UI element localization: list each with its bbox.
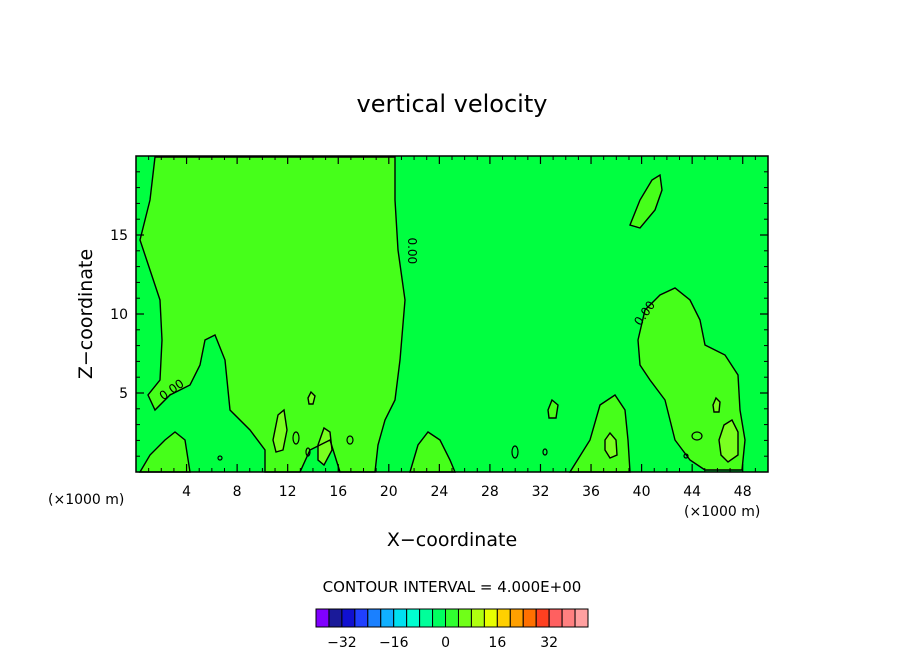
contour-line — [307, 390, 316, 405]
x-tick-label: 8 — [233, 484, 242, 500]
chart-title: vertical velocity — [357, 90, 548, 118]
x-tick-label: 40 — [633, 484, 651, 500]
contour-speck — [292, 431, 300, 445]
contour-line — [718, 418, 739, 463]
contour-speck — [511, 445, 519, 459]
field-fills — [140, 157, 745, 472]
contour-speck — [217, 455, 223, 461]
contour-line — [604, 431, 618, 459]
contour-speck — [346, 435, 354, 445]
x-tick-label: 28 — [481, 484, 499, 500]
y-axis-ticks: 5 10 15 — [110, 171, 768, 457]
colorbar-swatch — [315, 608, 330, 628]
contour-speck — [691, 431, 703, 441]
field-region — [273, 410, 287, 452]
field-region — [605, 433, 617, 458]
x-tick-label: 36 — [582, 484, 600, 500]
colorbar-swatch — [522, 608, 537, 628]
colorbar-swatch — [574, 608, 589, 628]
x-axis-ticks: 4 8 12 16 20 24 28 32 36 40 44 48 — [148, 156, 756, 500]
colorbar-swatch — [354, 608, 369, 628]
colorbar-swatch — [393, 608, 408, 628]
colorbar-tick-label: 16 — [488, 635, 506, 651]
field-region — [140, 157, 405, 472]
colorbar-swatch — [509, 608, 524, 628]
x-tick-label: 48 — [734, 484, 752, 500]
contour-line — [317, 426, 333, 467]
contour-line — [629, 173, 663, 229]
colorbar-swatch — [328, 608, 343, 628]
colorbar-swatch — [380, 608, 395, 628]
contour-line — [547, 398, 559, 419]
colorbar-swatch — [535, 608, 550, 628]
contour-speck — [542, 448, 548, 456]
colorbar-tick-label: 0 — [441, 635, 450, 651]
contour-speck — [305, 447, 311, 457]
colorbar-tick-label: −16 — [379, 635, 409, 651]
x-axis-label: X−coordinate — [387, 529, 517, 551]
colorbar-swatch — [445, 608, 459, 628]
x-tick-label: 12 — [279, 484, 297, 500]
colorbar-swatch — [341, 608, 356, 628]
plot-area: 0.000.000.00 — [135, 155, 769, 473]
colorbar-swatch — [483, 608, 498, 628]
y-tick-label: 10 — [110, 307, 128, 323]
x-tick-label: 32 — [532, 484, 550, 500]
y-tick-label: 15 — [110, 228, 128, 244]
x-tick-label: 4 — [182, 484, 191, 500]
x-tick-label: 20 — [380, 484, 398, 500]
y-axis-label: Z−coordinate — [75, 249, 97, 379]
x-unit-left: (×1000 m) — [48, 492, 124, 508]
contour-line — [139, 156, 406, 473]
field-region — [410, 432, 455, 472]
colorbar-swatch — [432, 608, 447, 628]
contour-line — [637, 287, 746, 471]
colorbar-swatch — [367, 608, 382, 628]
x-tick-label: 16 — [329, 484, 347, 500]
field-region — [630, 175, 662, 228]
colorbar: −32 −16 0 16 32 — [315, 608, 589, 651]
colorbar-swatch — [457, 608, 472, 628]
x-tick-label: 44 — [683, 484, 701, 500]
field-region — [719, 420, 738, 462]
colorbar-swatch — [561, 608, 576, 628]
colorbar-swatch — [470, 608, 485, 628]
colorbar-tick-label: 32 — [540, 635, 558, 651]
contour-speck — [683, 453, 689, 459]
contour-value-label: 0.00 — [405, 237, 419, 264]
colorbar-swatch — [496, 608, 511, 628]
colorbar-swatch — [548, 608, 563, 628]
x-unit-right: (×1000 m) — [684, 504, 760, 520]
contour-line — [272, 408, 288, 453]
colorbar-tick-label: −32 — [327, 635, 357, 651]
contour-line — [712, 396, 721, 413]
colorbar-swatch — [419, 608, 434, 628]
contour-interval: CONTOUR INTERVAL = 4.000E+00 — [323, 578, 582, 596]
y-tick-label: 5 — [119, 386, 128, 402]
field-region — [638, 288, 745, 470]
field-region — [140, 432, 190, 472]
contour-line — [568, 394, 631, 473]
x-tick-label: 24 — [430, 484, 448, 500]
colorbar-swatch — [406, 608, 421, 628]
